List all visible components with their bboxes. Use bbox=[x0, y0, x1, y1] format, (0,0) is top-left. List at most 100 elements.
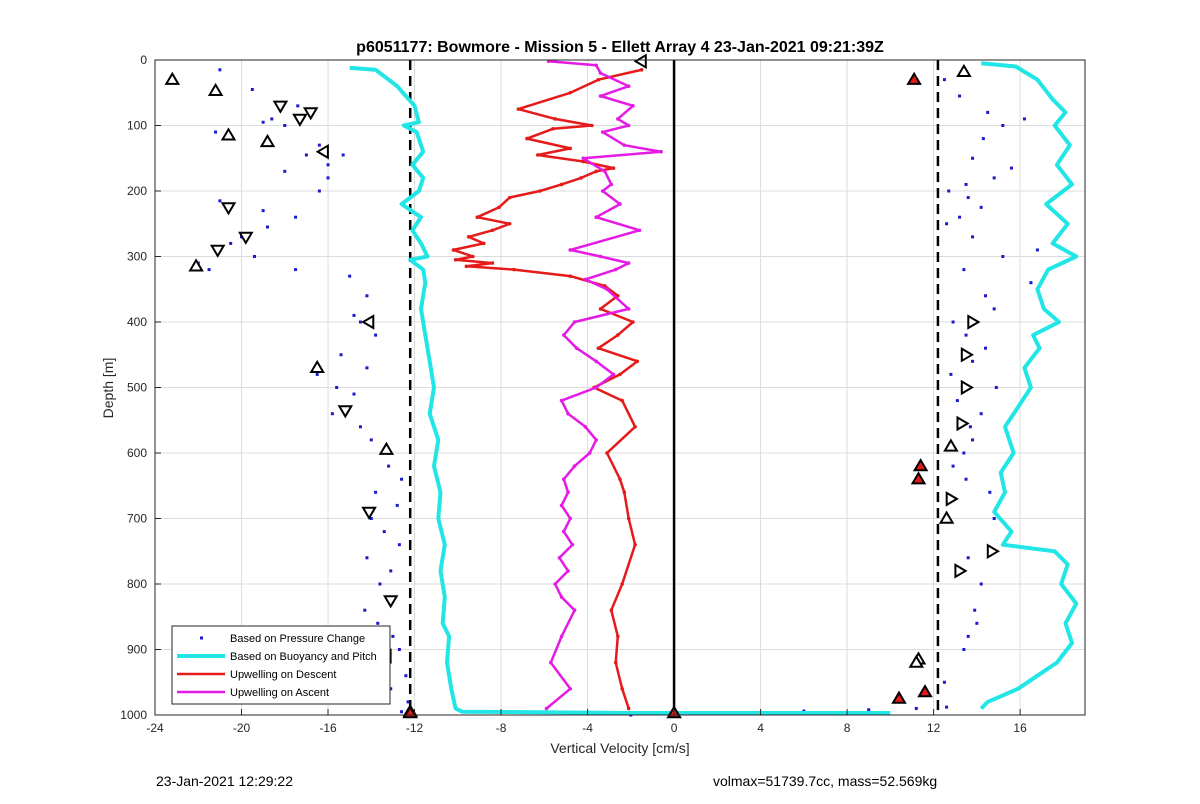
descent-point bbox=[451, 248, 456, 252]
turn-marker-triangle-up bbox=[309, 359, 325, 373]
pressure-point bbox=[265, 225, 269, 229]
pressure-point bbox=[966, 634, 970, 638]
buoyancy-line bbox=[979, 61, 1079, 710]
pressure-point bbox=[397, 648, 401, 651]
descent-point bbox=[553, 117, 557, 121]
y-tick-label: 500 bbox=[127, 381, 147, 395]
descent-point bbox=[611, 166, 616, 170]
descent-point bbox=[620, 398, 624, 403]
descent-point bbox=[618, 477, 622, 482]
pressure-point bbox=[971, 359, 975, 363]
turn-marker-triangle-right bbox=[956, 415, 970, 432]
ascent-point bbox=[611, 372, 616, 377]
ascent-point bbox=[583, 277, 588, 282]
descent-point bbox=[581, 159, 586, 164]
pressure-point bbox=[365, 366, 369, 370]
descent-point bbox=[590, 123, 594, 128]
pressure-point bbox=[252, 255, 256, 258]
descent-point bbox=[497, 205, 501, 210]
pressure-point bbox=[348, 274, 352, 278]
ascent-point bbox=[568, 687, 573, 691]
pressure-point bbox=[400, 710, 404, 714]
turn-marker-triangle-up bbox=[188, 258, 204, 272]
plot-area bbox=[164, 53, 1079, 719]
pressure-point bbox=[962, 451, 966, 455]
pressure-point bbox=[964, 333, 968, 337]
descent-point bbox=[626, 516, 631, 521]
descent-point bbox=[620, 582, 624, 586]
descent-point bbox=[596, 77, 601, 82]
descent-point bbox=[633, 542, 637, 547]
legend-entry: Based on Buoyancy and Pitch bbox=[230, 651, 377, 663]
pressure-point bbox=[979, 582, 983, 586]
descent-point bbox=[568, 274, 573, 278]
pressure-point bbox=[369, 438, 373, 442]
pressure-point bbox=[971, 156, 975, 160]
pressure-point bbox=[962, 648, 966, 651]
turn-marker-triangle-up bbox=[164, 71, 181, 85]
descent-point bbox=[507, 195, 512, 200]
ascent-point bbox=[631, 104, 635, 108]
pressure-point bbox=[942, 78, 946, 82]
pressure-point bbox=[294, 268, 298, 272]
ascent-point bbox=[559, 398, 564, 403]
turn-marker-triangle-down bbox=[238, 231, 254, 245]
ascent-point bbox=[598, 71, 603, 75]
descent-point bbox=[626, 706, 631, 711]
ascent-line bbox=[545, 60, 663, 710]
descent-point bbox=[568, 90, 573, 95]
descent-point bbox=[616, 634, 620, 639]
pressure-point bbox=[335, 386, 339, 389]
descent-point bbox=[616, 333, 620, 337]
pressure-point bbox=[958, 94, 962, 98]
ascent-point bbox=[605, 287, 609, 292]
descent-point bbox=[512, 267, 516, 272]
descent-point bbox=[551, 126, 555, 131]
pressure-point bbox=[914, 706, 918, 710]
pressure-point bbox=[369, 517, 373, 520]
pressure-point bbox=[992, 517, 996, 520]
pressure-point bbox=[992, 176, 996, 180]
pressure-point bbox=[945, 222, 949, 226]
ascent-point bbox=[566, 411, 570, 416]
y-tick-label: 300 bbox=[127, 250, 147, 264]
ascent-point bbox=[594, 385, 599, 390]
turn-marker-triangle-up bbox=[938, 510, 955, 524]
ascent-point bbox=[568, 516, 573, 521]
turn-marker-triangle-up-red bbox=[891, 690, 907, 704]
turn-marker-triangle-up bbox=[220, 127, 237, 141]
pressure-point bbox=[296, 104, 300, 108]
descent-line bbox=[452, 68, 642, 709]
pressure-point bbox=[968, 425, 972, 429]
pressure-point bbox=[945, 705, 949, 709]
y-tick-label: 600 bbox=[127, 446, 147, 460]
x-tick-label: -4 bbox=[582, 721, 593, 735]
ascent-point bbox=[574, 346, 579, 351]
y-tick-label: 1000 bbox=[120, 708, 147, 722]
pressure-point bbox=[229, 241, 233, 245]
turn-marker-triangle-down bbox=[209, 244, 226, 258]
pressure-point bbox=[326, 176, 330, 180]
pressure-point bbox=[958, 215, 962, 219]
pressure-point bbox=[352, 313, 356, 317]
ascent-point bbox=[572, 320, 577, 324]
descent-point bbox=[453, 257, 458, 262]
pressure-point bbox=[395, 503, 399, 507]
pressure-point bbox=[1009, 166, 1013, 170]
turn-marker-triangle-down bbox=[302, 107, 319, 121]
y-tick-label: 800 bbox=[127, 577, 147, 591]
pressure-point bbox=[358, 320, 362, 324]
pressure-point bbox=[1035, 248, 1039, 252]
pressure-point bbox=[971, 438, 975, 442]
ascent-point bbox=[559, 595, 564, 599]
pressure-point bbox=[304, 153, 308, 157]
ascent-point bbox=[570, 542, 575, 547]
reference-lines bbox=[408, 60, 940, 715]
turn-marker-triangle-down bbox=[337, 405, 354, 419]
descent-point bbox=[538, 189, 542, 193]
descent-point bbox=[507, 221, 512, 226]
ascent-point bbox=[598, 254, 603, 259]
ascent-point bbox=[559, 503, 564, 508]
footer-timestamp: 23-Jan-2021 12:29:22 bbox=[156, 773, 293, 789]
pressure-point bbox=[326, 163, 330, 167]
